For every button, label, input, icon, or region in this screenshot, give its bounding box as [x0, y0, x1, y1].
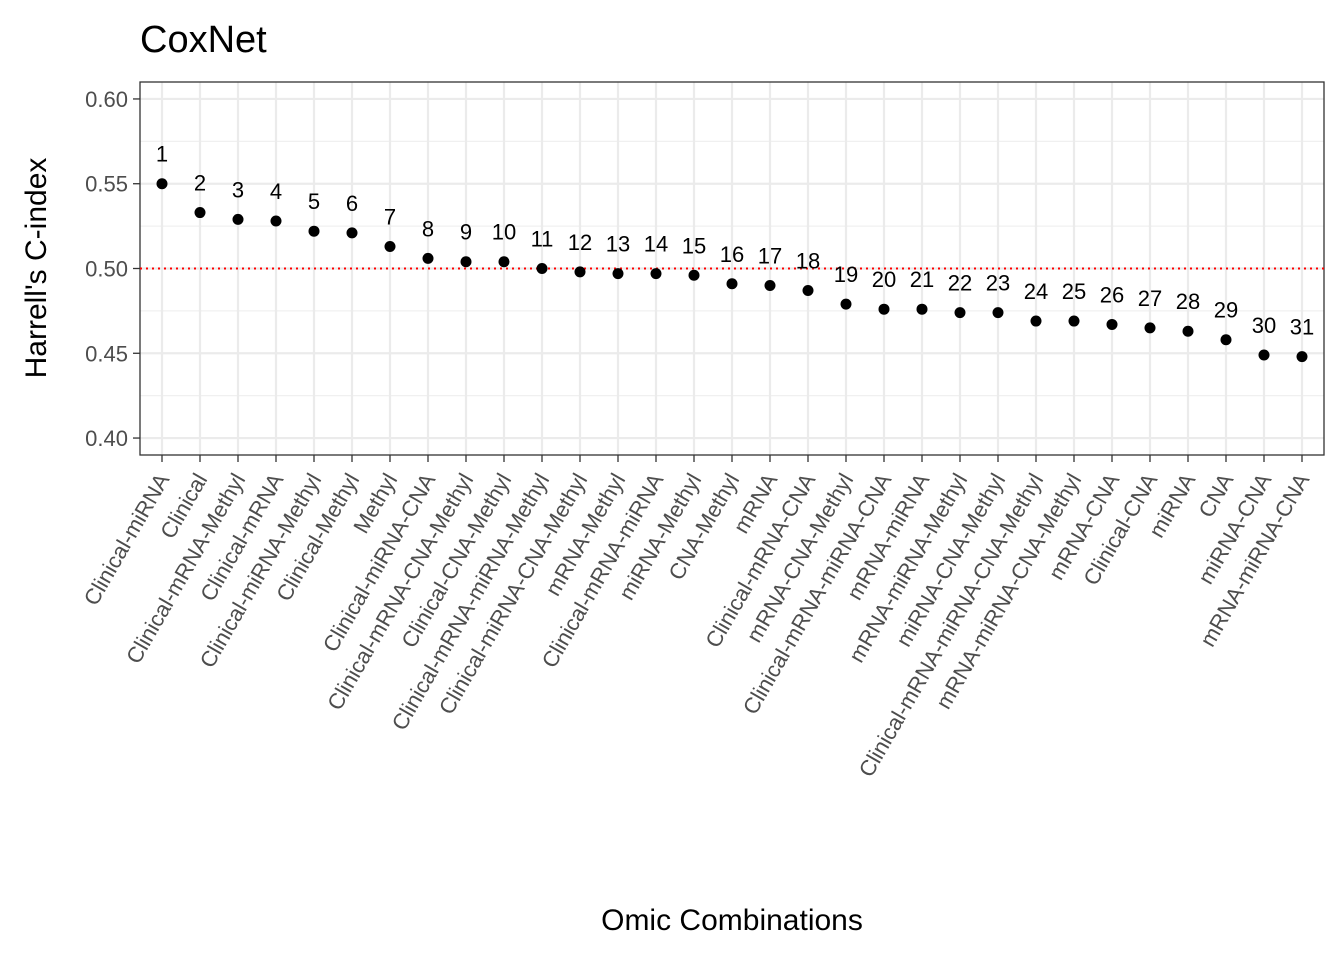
data-point — [1030, 315, 1042, 327]
rank-label: 21 — [910, 267, 934, 292]
rank-label: 4 — [270, 179, 282, 204]
grid — [140, 82, 1324, 455]
rank-label: 3 — [232, 177, 244, 202]
data-point — [802, 285, 814, 297]
x-axis: Clinical-miRNAClinicalClinical-mRNA-Meth… — [79, 455, 1314, 781]
rank-label: 22 — [948, 271, 972, 296]
rank-label: 1 — [156, 142, 168, 167]
rank-label: 14 — [644, 232, 668, 257]
rank-label: 7 — [384, 204, 396, 229]
data-point — [612, 268, 624, 280]
data-point — [840, 298, 852, 310]
data-point — [536, 263, 548, 274]
data-point — [1068, 315, 1080, 327]
rank-label: 15 — [682, 233, 706, 258]
rank-label: 17 — [758, 243, 782, 268]
data-point — [878, 303, 890, 315]
rank-label: 2 — [194, 171, 206, 196]
rank-label: 8 — [422, 216, 434, 241]
rank-label: 27 — [1138, 286, 1162, 311]
data-point — [346, 227, 358, 239]
x-axis-title: Omic Combinations — [601, 904, 863, 937]
rank-label: 5 — [308, 189, 320, 214]
y-tick-label: 0.55 — [85, 172, 128, 197]
rank-label: 23 — [986, 271, 1010, 296]
data-point — [270, 215, 282, 227]
rank-label: 20 — [872, 267, 896, 292]
data-point — [1220, 334, 1232, 346]
data-point — [1106, 318, 1118, 330]
data-point — [650, 268, 662, 280]
data-point — [726, 278, 738, 290]
data-point — [384, 240, 396, 252]
data-point — [916, 303, 928, 315]
rank-label: 13 — [606, 232, 630, 257]
rank-label: 19 — [834, 262, 858, 287]
rank-label: 31 — [1290, 315, 1314, 340]
data-point — [232, 213, 244, 225]
rank-label: 24 — [1024, 279, 1048, 304]
rank-label: 9 — [460, 220, 472, 245]
rank-label: 18 — [796, 249, 820, 274]
data-point — [764, 279, 776, 291]
y-tick-label: 0.40 — [85, 426, 128, 451]
rank-label: 10 — [492, 220, 516, 245]
data-point — [308, 225, 320, 237]
rank-label: 11 — [531, 227, 554, 252]
data-point — [574, 266, 586, 278]
data-point — [422, 252, 434, 264]
chart-title: CoxNet — [140, 19, 267, 61]
rank-label: 25 — [1062, 279, 1086, 304]
rank-label: 30 — [1252, 313, 1276, 338]
data-point — [1144, 322, 1156, 334]
data-point — [954, 307, 966, 319]
rank-label: 26 — [1100, 282, 1124, 307]
y-tick-label: 0.60 — [85, 87, 128, 112]
y-tick-label: 0.45 — [85, 341, 128, 366]
data-points — [156, 178, 1308, 363]
y-axis-title: Harrell's C-index — [20, 158, 53, 379]
rank-label: 6 — [346, 191, 358, 216]
data-point — [688, 269, 700, 281]
data-point — [1182, 325, 1194, 337]
rank-label: 29 — [1214, 298, 1238, 323]
data-point — [460, 256, 472, 268]
data-point — [498, 256, 510, 268]
rank-label: 16 — [720, 242, 744, 267]
data-point — [1296, 351, 1308, 363]
y-axis: 0.40 0.45 0.50 0.55 0.60 — [85, 87, 140, 451]
data-point — [1258, 349, 1270, 361]
data-point — [992, 307, 1004, 319]
rank-label: 28 — [1176, 289, 1200, 314]
rank-label: 12 — [568, 230, 592, 255]
data-point — [156, 178, 168, 190]
data-point — [194, 207, 206, 219]
y-tick-label: 0.50 — [85, 257, 128, 282]
